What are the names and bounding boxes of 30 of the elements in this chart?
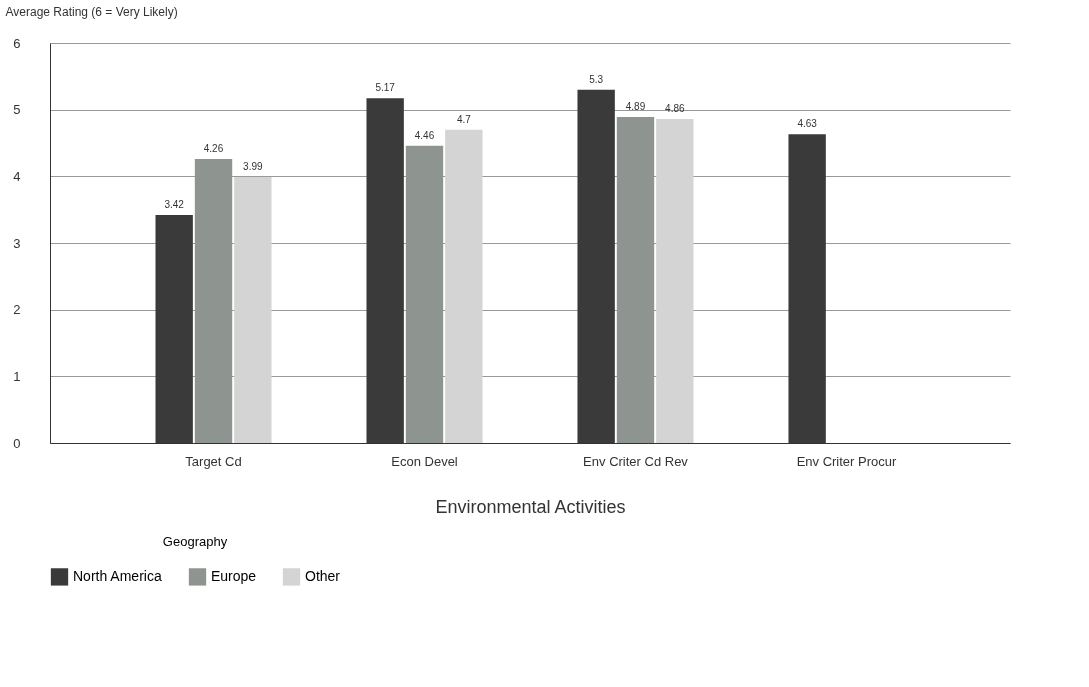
legend-title: Geography [162, 534, 228, 549]
bar [445, 129, 483, 443]
y-axis-title: Average Rating (6 = Very Likely) [5, 4, 178, 19]
y-tick-label: 1 [13, 368, 21, 384]
x-tick-label: Env Criter Cd Rev [583, 453, 689, 469]
x-axis-title: Environmental Activities [435, 496, 626, 517]
x-tick-label: Target Cd [185, 453, 242, 469]
y-tick-label: 5 [13, 102, 21, 118]
y-tick-label: 2 [13, 302, 21, 318]
legend-label: Other [305, 567, 341, 584]
data-label: 4.63 [797, 118, 818, 130]
data-label: 5.17 [375, 82, 396, 94]
data-label: 3.42 [164, 199, 185, 210]
bar [234, 177, 272, 443]
y-tick-label: 6 [13, 35, 21, 51]
y-tick-label: 3 [13, 235, 21, 251]
x-tick-label: Econ Devel [391, 453, 458, 469]
legend-label: Europe [211, 567, 257, 584]
data-label: 4.86 [665, 103, 685, 114]
data-label: 4.46 [414, 129, 435, 141]
data-label: 4.89 [625, 101, 646, 112]
data-label: 3.99 [243, 161, 264, 172]
bar [656, 119, 694, 443]
legend-label: North America [73, 567, 162, 584]
y-tick-label: 0 [13, 435, 21, 451]
x-tick-label: Env Criter Procur [796, 453, 897, 469]
data-label: 4.7 [456, 113, 472, 125]
data-label: 5.3 [589, 73, 604, 85]
data-label: 4.26 [203, 143, 224, 154]
y-tick-label: 4 [13, 168, 21, 184]
